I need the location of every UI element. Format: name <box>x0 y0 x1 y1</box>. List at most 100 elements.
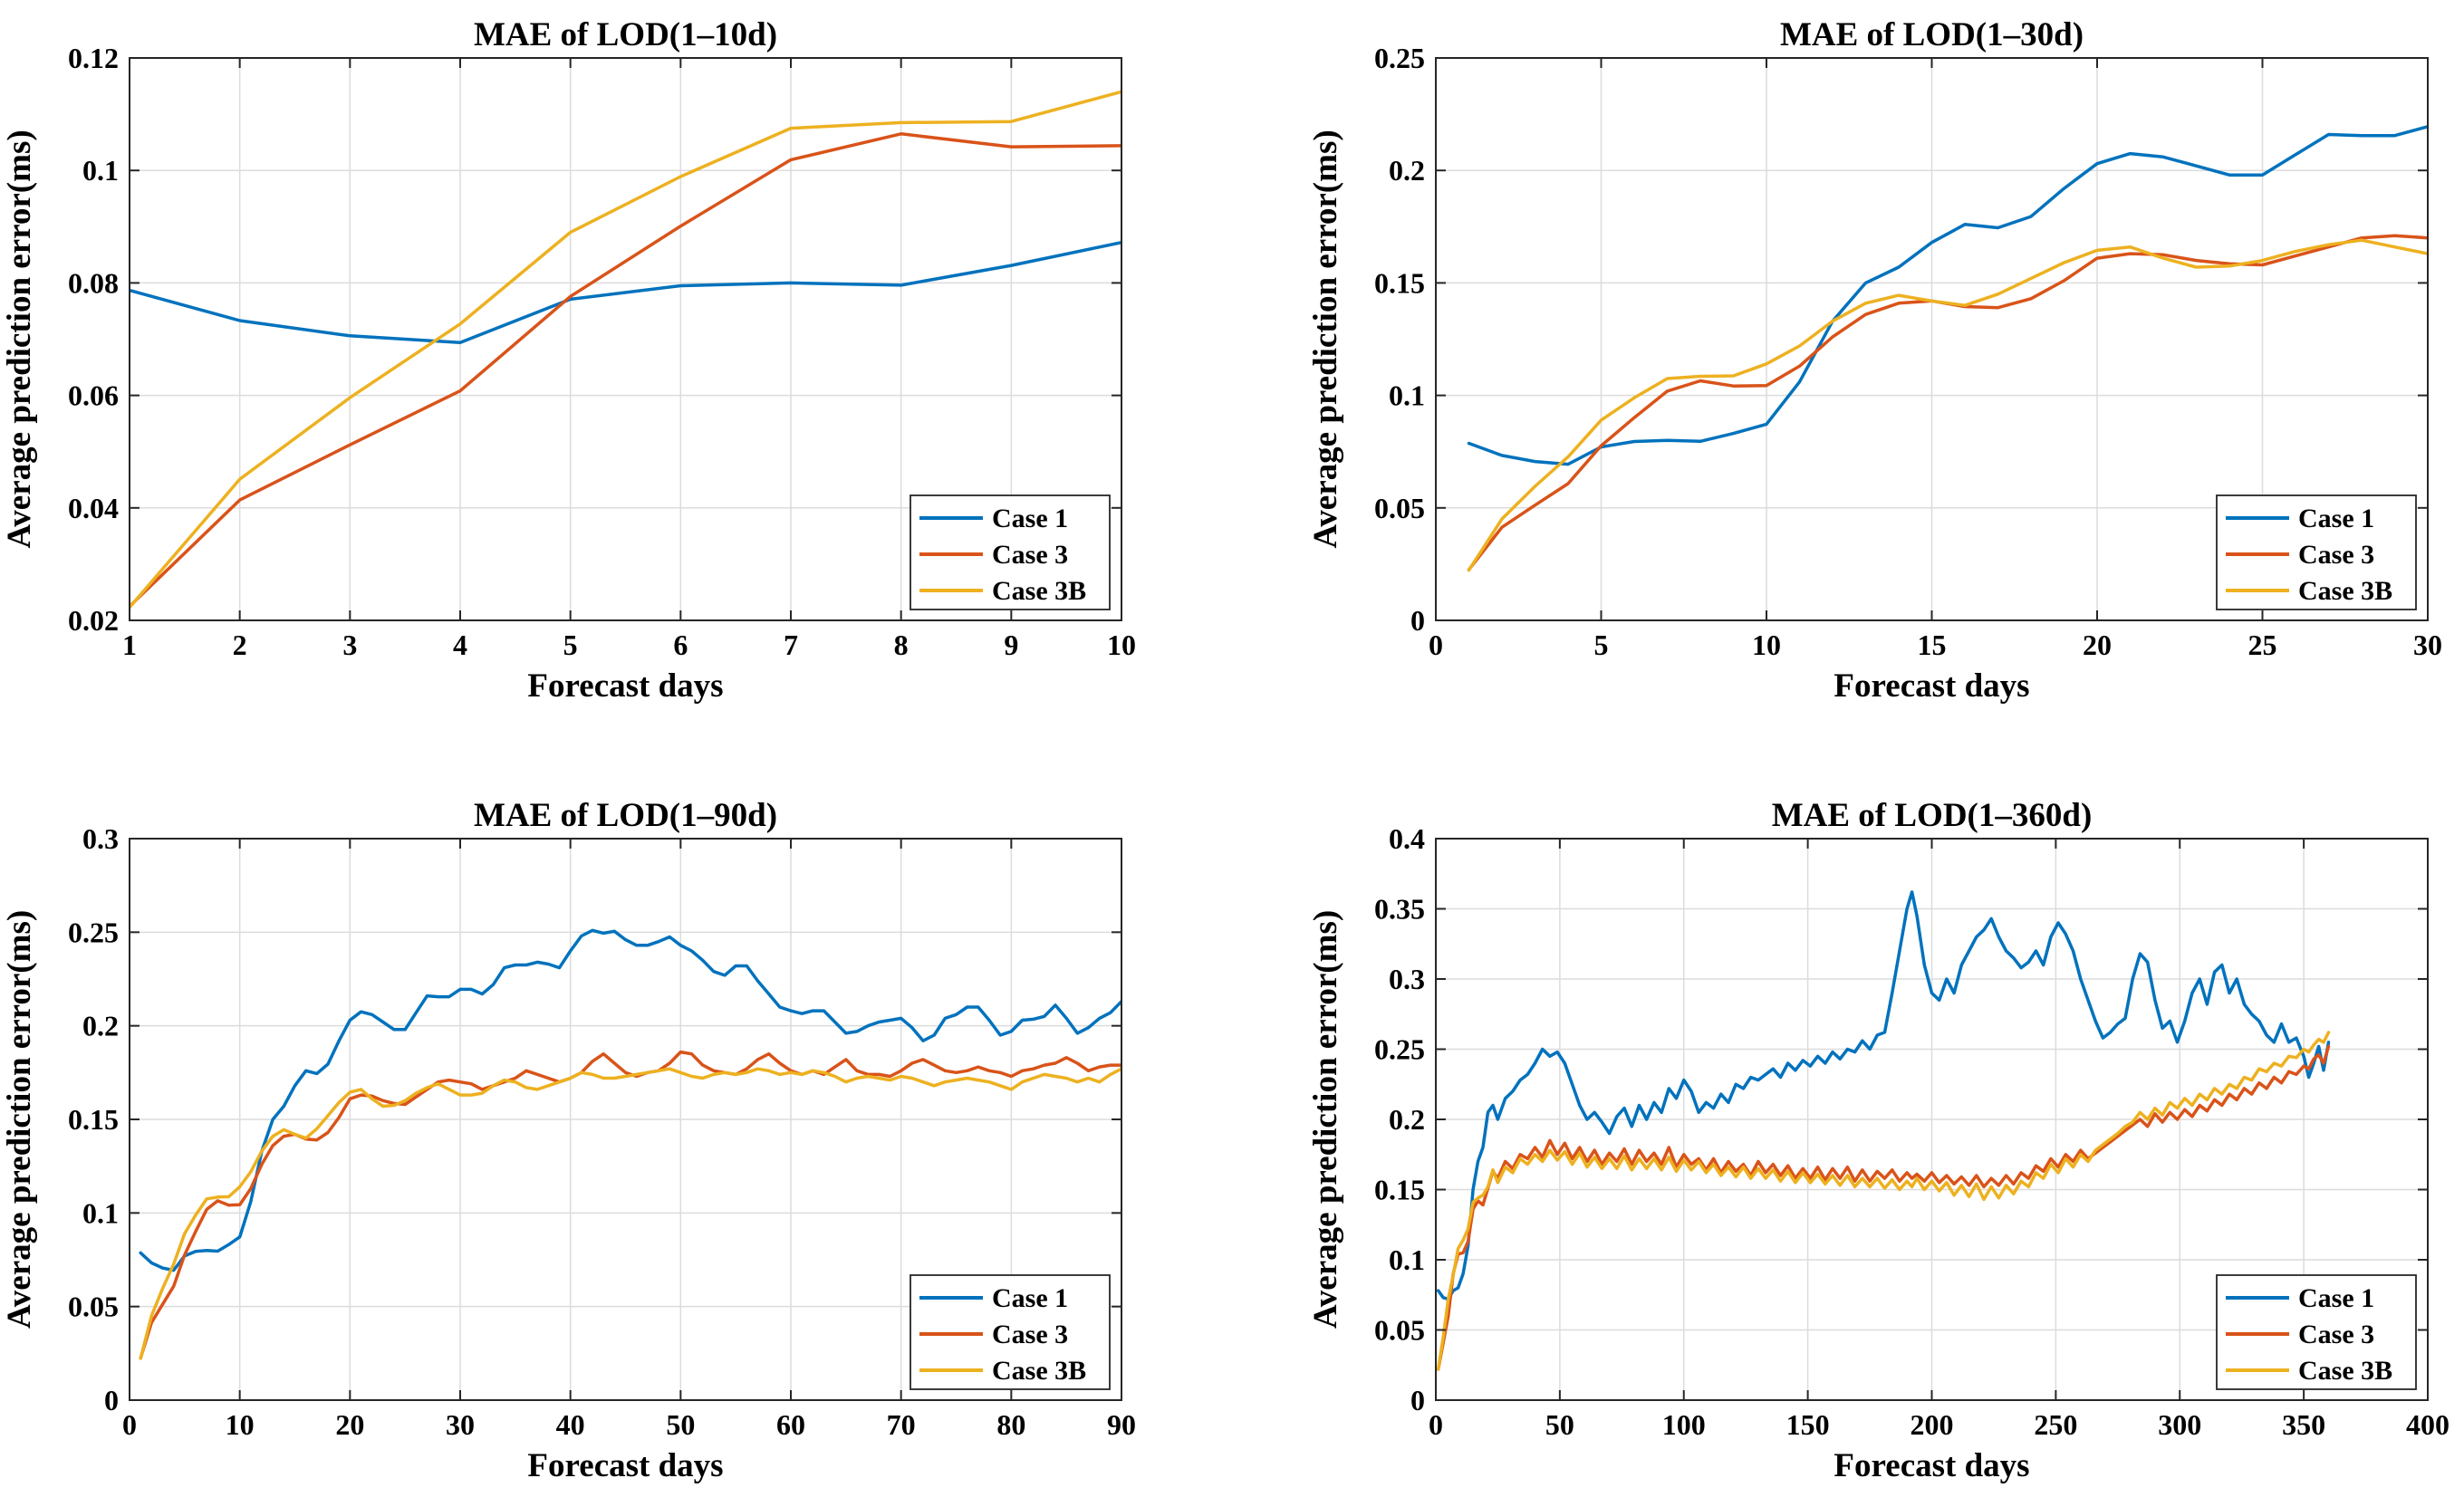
series-group <box>130 90 1121 610</box>
y-tick-label: 0.05 <box>1374 492 1425 524</box>
series-line-case-1 <box>130 240 1121 344</box>
x-axis-label: Forecast days <box>527 1447 723 1484</box>
series-group <box>1467 125 2428 572</box>
y-tick-label: 0.15 <box>1374 266 1425 299</box>
y-tick-label: 0.25 <box>68 916 119 948</box>
x-tick-label: 30 <box>2413 629 2442 661</box>
x-tick-label: 0 <box>1429 1408 1443 1441</box>
x-tick-label: 15 <box>1918 629 1947 661</box>
x-tick-label: 8 <box>894 629 909 661</box>
legend-label: Case 3B <box>992 1356 1086 1386</box>
x-tick-label: 3 <box>342 629 357 661</box>
y-tick-label: 0.04 <box>68 492 119 524</box>
x-tick-label: 5 <box>1594 629 1609 661</box>
x-tick-label: 70 <box>887 1408 916 1441</box>
legend-label: Case 3B <box>2298 576 2392 606</box>
legend-label: Case 3B <box>992 576 1086 606</box>
x-tick-label: 150 <box>1786 1408 1830 1441</box>
y-tick-label: 0.05 <box>68 1291 119 1323</box>
x-tick-label: 300 <box>2158 1408 2201 1441</box>
y-tick-label: 0.4 <box>1389 822 1425 855</box>
chart-title: MAE of LOD(1–10d) <box>474 16 777 53</box>
x-tick-label: 1 <box>122 629 137 661</box>
legend-label: Case 3 <box>2298 1320 2374 1349</box>
y-tick-label: 0 <box>1410 1384 1425 1416</box>
y-tick-label: 0.08 <box>68 266 119 299</box>
x-tick-label: 0 <box>1429 629 1443 661</box>
x-tick-label: 50 <box>666 1408 695 1441</box>
legend-label: Case 3 <box>2298 540 2374 570</box>
legend-label: Case 1 <box>2298 504 2374 533</box>
y-tick-label: 0.05 <box>1374 1314 1425 1347</box>
chart-title: MAE of LOD(1–30d) <box>1780 16 2084 53</box>
y-tick-label: 0.12 <box>68 42 119 74</box>
x-tick-label: 10 <box>1107 629 1136 661</box>
y-tick-label: 0.25 <box>1374 1033 1425 1066</box>
chart-title: MAE of LOD(1–90d) <box>474 797 777 834</box>
legend-label: Case 1 <box>992 504 1068 533</box>
y-tick-label: 0 <box>104 1384 119 1416</box>
y-tick-label: 0.2 <box>1389 1103 1425 1136</box>
series-line-case-1 <box>1467 125 2428 466</box>
x-tick-label: 10 <box>226 1408 255 1441</box>
legend-label: Case 1 <box>992 1283 1068 1313</box>
series-group <box>139 928 1121 1360</box>
x-tick-label: 6 <box>673 629 688 661</box>
legend: Case 1 Case 3 Case 3B <box>910 1274 1111 1390</box>
y-tick-label: 0.2 <box>82 1010 119 1042</box>
y-axis-label: Average prediction error(ms) <box>1307 910 1344 1329</box>
series-line-case-1 <box>1436 890 2331 1301</box>
y-axis-label: Average prediction error(ms) <box>1307 130 1344 548</box>
y-tick-label: 0.15 <box>68 1103 119 1136</box>
legend-label: Case 1 <box>2298 1283 2374 1313</box>
series-group <box>1436 890 2331 1371</box>
y-tick-label: 0.35 <box>1374 893 1425 926</box>
y-tick-label: 0.2 <box>1389 154 1425 187</box>
legend: Case 1 Case 3 Case 3B <box>2216 1274 2417 1390</box>
chart-panel-4: 0 50 100 150 200 250 300 350 400 0 0.05 0.1 0.15 0.2 0… <box>1307 797 2450 1484</box>
series-line-case-3 <box>1436 1044 2331 1371</box>
ticks: 0 50 100 150 200 250 300 350 400 0 0.05 0.1 0.15 0.2 0… <box>1374 822 2450 1441</box>
x-tick-label: 25 <box>2248 629 2277 661</box>
y-tick-label: 0.1 <box>1389 1243 1425 1276</box>
x-tick-label: 90 <box>1107 1408 1136 1441</box>
ticks: 0 5 10 15 20 25 30 0 0.05 0.1 0.15 0.2 0.25 <box>1374 42 2442 661</box>
x-tick-label: 350 <box>2282 1408 2325 1441</box>
y-tick-label: 0.06 <box>68 379 119 412</box>
x-axis-label: Forecast days <box>1834 1447 2029 1484</box>
x-tick-label: 4 <box>453 629 467 661</box>
x-axis-label: Forecast days <box>1834 667 2029 705</box>
series-line-case-3b <box>139 1067 1121 1360</box>
x-tick-label: 60 <box>776 1408 805 1441</box>
y-tick-label: 0.1 <box>82 1196 119 1229</box>
axes-frame <box>129 57 1122 621</box>
y-axis-label: Average prediction error(ms) <box>1 130 38 548</box>
ticks: 1 2 3 4 5 6 7 8 9 10 0.02 0.04 0.06 0.08 0.1 0.12 <box>68 42 1136 661</box>
series-line-case-3b <box>1436 1031 2331 1371</box>
x-tick-label: 40 <box>556 1408 585 1441</box>
chart-panel-3: 0 10 20 30 40 50 60 70 80 90 0 0.05 0.1 0.15 0.2 0.25 0.… <box>1 797 1136 1484</box>
x-tick-label: 5 <box>563 629 578 661</box>
y-tick-label: 0.25 <box>1374 42 1425 74</box>
x-tick-label: 7 <box>784 629 798 661</box>
legend-label: Case 3B <box>2298 1356 2392 1386</box>
x-tick-label: 10 <box>1752 629 1781 661</box>
x-tick-label: 0 <box>122 1408 137 1441</box>
legend-label: Case 3 <box>992 540 1068 570</box>
legend: Case 1 Case 3 Case 3B <box>910 494 1111 610</box>
x-tick-label: 20 <box>335 1408 364 1441</box>
y-tick-label: 0.1 <box>82 154 119 187</box>
chart-title: MAE of LOD(1–360d) <box>1772 797 2093 834</box>
y-tick-label: 0.15 <box>1374 1174 1425 1206</box>
x-tick-label: 9 <box>1004 629 1018 661</box>
series-line-case-1 <box>139 928 1121 1272</box>
ticks: 0 10 20 30 40 50 60 70 80 90 0 0.05 0.1 0.15 0.2 0.25 0.… <box>68 822 1136 1441</box>
series-line-case-3b <box>1467 238 2428 572</box>
legend-label: Case 3 <box>992 1320 1068 1349</box>
x-tick-label: 30 <box>446 1408 475 1441</box>
x-axis-label: Forecast days <box>527 667 723 705</box>
y-tick-label: 0.02 <box>68 604 119 637</box>
y-tick-label: 0 <box>1410 604 1425 637</box>
x-tick-label: 50 <box>1545 1408 1574 1441</box>
